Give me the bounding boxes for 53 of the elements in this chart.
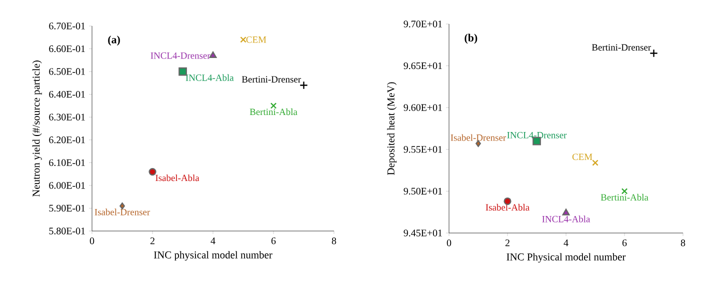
y-tick-label: 6.30E-01 — [49, 114, 85, 120]
series-label: INCL4-Drenser — [150, 52, 210, 59]
point — [650, 49, 658, 58]
y-tick-label: 9.55E+01 — [404, 146, 442, 153]
text: (b) — [464, 34, 478, 44]
x-axis-title: INC Physical model number — [506, 253, 626, 263]
y-tick-label: 6.10E-01 — [49, 159, 85, 166]
point — [148, 168, 156, 176]
series-label: INCL4-Abla — [542, 216, 590, 222]
series-label: INCL4-Drenser — [507, 132, 567, 138]
point — [562, 208, 570, 216]
x-tick-label: 4 — [564, 240, 568, 246]
x-tick-label: 6 — [271, 238, 276, 244]
point — [300, 81, 308, 90]
series-label: Bertini-Abla — [250, 108, 298, 116]
x-tick-label: 0 — [446, 240, 452, 246]
y-tick-label: 6.70E-01 — [49, 22, 85, 30]
series-label: Isabel-Drenser — [94, 208, 150, 216]
x-tick-label: 6 — [622, 240, 627, 246]
y-tick-label: 9.50E+01 — [404, 188, 442, 195]
series-label: Isabel-Abla — [156, 174, 200, 182]
y-tick-label: 6.00E-01 — [49, 182, 85, 189]
y-tick-label: 9.70E+01 — [404, 20, 442, 28]
y-axis-title: Deposited heat (MeV) — [387, 82, 397, 175]
x-axis-title: INC physical model number — [154, 251, 272, 261]
y-tick-label: 6.40E-01 — [49, 90, 85, 98]
point — [178, 67, 187, 76]
x-tick-label: 4 — [210, 238, 216, 244]
series-label: CEM — [572, 154, 592, 160]
point — [592, 160, 598, 166]
series-label: Isabel-Drenser — [450, 134, 506, 141]
x-tick-label: 2 — [150, 238, 154, 244]
y-tick-label: 9.60E+01 — [404, 104, 442, 111]
x-tick-label: 8 — [332, 238, 336, 244]
x-tick-label: 0 — [90, 238, 94, 244]
point — [240, 36, 246, 43]
y-tick-label: 6.20E-01 — [49, 136, 85, 144]
y-tick-label: 6.50E-01 — [49, 68, 85, 75]
y-tick-label: 9.65E+01 — [404, 62, 442, 70]
text: (a) — [108, 36, 120, 46]
y-tick-label: 6.60E-01 — [49, 45, 85, 52]
y-tick-label: 5.90E-01 — [49, 204, 85, 212]
series-label: CEM — [246, 36, 266, 43]
series-label: Bertini-Drenser — [592, 44, 651, 51]
y-tick-label: 9.45E+01 — [404, 230, 442, 236]
x-tick-label: 8 — [680, 240, 686, 246]
y-axis-title: Neutron yield (#/source particle) — [32, 60, 42, 197]
series-label: INCL4-Abla — [186, 74, 234, 81]
y-tick-label: 5.80E-01 — [49, 228, 85, 234]
series-label: Bertini-Abla — [600, 194, 648, 201]
series-label: Isabel-Abla — [486, 204, 530, 211]
series-label: Bertini-Drenser — [242, 76, 301, 83]
x-tick-label: 2 — [505, 240, 510, 246]
